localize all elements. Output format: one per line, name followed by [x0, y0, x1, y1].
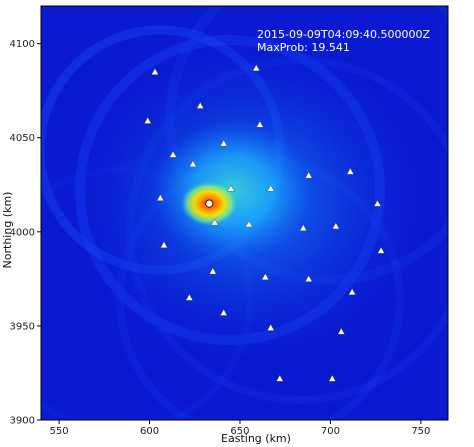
- station-marker-5: [256, 120, 264, 128]
- station-marker-17: [299, 224, 308, 231]
- y-axis-label: Northing (km): [1, 192, 14, 269]
- station-marker-3: [196, 101, 204, 109]
- station-marker-8: [189, 160, 197, 167]
- x-axis: 550 600 650 700 750: [50, 420, 430, 437]
- x-tick-label: 700: [321, 426, 340, 437]
- max-probability-marker: [205, 199, 214, 208]
- station-marker-13: [156, 194, 165, 201]
- station-marker-27: [266, 323, 275, 331]
- station-marker-28: [337, 327, 346, 335]
- station-marker-9: [227, 184, 235, 192]
- x-tick-label: 550: [50, 426, 69, 437]
- station-marker-24: [348, 288, 356, 295]
- station-marker-4: [143, 116, 152, 124]
- station-marker-6: [219, 139, 228, 147]
- plot-frame: [40, 5, 449, 421]
- station-marker-20: [377, 246, 385, 254]
- station-marker-2: [252, 64, 260, 72]
- y-tick-label: 4100: [10, 39, 35, 50]
- station-marker-10: [266, 184, 275, 192]
- y-tick-label: 4000: [10, 227, 35, 238]
- y-tick-label: 3900: [10, 416, 35, 427]
- x-axis-label: Easting (km): [221, 432, 291, 445]
- timestamp-annotation: 2015-09-09T04:09:40.500000Z: [257, 28, 431, 41]
- station-marker-23: [304, 275, 313, 282]
- maxprob-annotation: MaxProb: 19.541: [257, 41, 350, 54]
- y-axis: 3900 3950 4000 4050 4100: [10, 39, 41, 427]
- station-marker-26: [219, 308, 228, 316]
- station-marker-7: [169, 150, 177, 158]
- station-marker-16: [245, 220, 253, 228]
- station-marker-29: [276, 374, 284, 382]
- y-tick-label: 3950: [10, 321, 35, 332]
- station-marker-25: [185, 293, 194, 301]
- station-marker-30: [328, 374, 336, 382]
- station-marker-21: [209, 267, 217, 275]
- y-tick-label: 4050: [10, 133, 35, 144]
- x-tick-label: 600: [140, 426, 159, 437]
- station-marker-12: [346, 167, 355, 175]
- x-tick-label: 750: [411, 426, 430, 437]
- station-marker-1: [151, 68, 159, 75]
- x-tick-label: 650: [230, 426, 249, 437]
- station-marker-19: [160, 241, 168, 248]
- station-marker-18: [332, 222, 340, 230]
- station-marker-11: [304, 171, 313, 179]
- station-markers: [143, 64, 385, 382]
- station-marker-22: [261, 273, 270, 280]
- station-marker-14: [373, 199, 382, 207]
- station-marker-15: [210, 218, 219, 226]
